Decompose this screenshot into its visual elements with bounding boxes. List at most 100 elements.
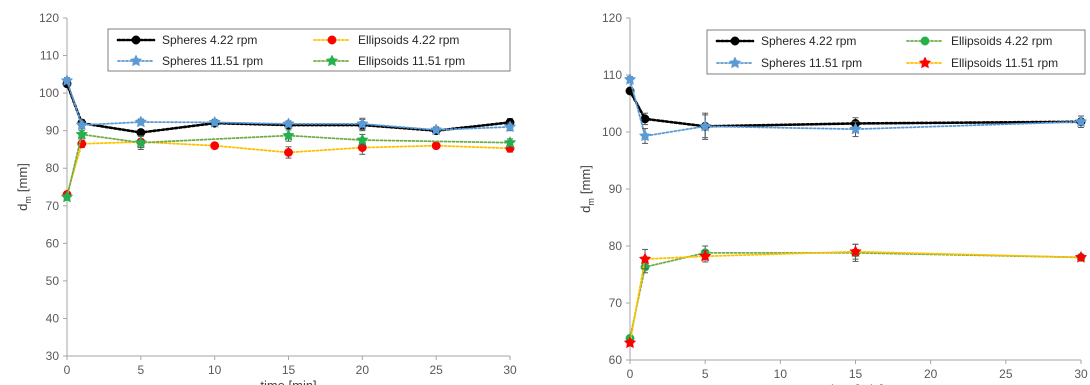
data-point [849, 245, 862, 258]
legend-marker [129, 54, 143, 67]
x-tick-label: 30 [1074, 367, 1088, 381]
x-tick-label: 10 [774, 367, 788, 381]
legend-label: Spheres 4.22 rpm [162, 33, 257, 47]
data-point [503, 136, 517, 148]
series-line [66, 141, 511, 196]
legend-marker [131, 35, 141, 45]
x-axis-label: time [min] [260, 378, 316, 385]
y-axis-label-main: d [578, 206, 593, 213]
data-point [284, 147, 293, 157]
y-tick-label: 110 [603, 68, 622, 82]
legend-marker [918, 56, 932, 69]
x-tick-label: 20 [356, 363, 370, 377]
x-tick-label: 5 [702, 367, 709, 381]
y-tick-label: 40 [46, 311, 60, 325]
series-0 [62, 79, 515, 137]
legend-marker [327, 35, 337, 45]
y-tick-label: 50 [46, 274, 60, 288]
data-point [75, 127, 89, 140]
chart-right: 60 70 80 90 100 110 120 0 5 10 15 20 25 30 time [min] d… [578, 11, 1088, 385]
legend-item: Ellipsoids 11.51 rpm [906, 56, 1058, 70]
x-tick-label: 0 [64, 363, 71, 377]
data-point [623, 72, 637, 85]
y-tick-label: 70 [609, 296, 623, 310]
data-point [60, 190, 74, 203]
data-point [698, 249, 712, 262]
legend: Spheres 4.22 rpm Ellipsoids 4.22 rpm Spher… [107, 28, 511, 72]
series-line [66, 133, 511, 199]
data-point [1074, 250, 1088, 263]
x-tick-label: 25 [429, 363, 443, 377]
y-tick-label: 80 [46, 161, 60, 175]
data-point [282, 117, 295, 130]
legend-marker [920, 36, 930, 46]
series-1 [62, 135, 515, 199]
legend-item: Ellipsoids 4.22 rpm [906, 34, 1052, 48]
x-tick-label: 15 [282, 363, 296, 377]
data-point [1074, 115, 1088, 128]
x-tick-label: 0 [627, 367, 634, 381]
legend-label: Ellipsoids 4.22 rpm [358, 33, 459, 47]
x-tick-label: 25 [999, 367, 1013, 381]
data-point [503, 120, 517, 133]
legend-item: Ellipsoids 11.51 rpm [313, 54, 465, 68]
legend-box [107, 28, 511, 72]
y-tick-label: 110 [40, 49, 59, 63]
y-tick-label: 30 [46, 349, 60, 363]
y-tick-label: 100 [602, 125, 622, 139]
legend-marker [325, 54, 339, 67]
chart-left: 30 40 50 60 70 80 90 100 110 120 0 5 10 15 20 25 30 time … [15, 11, 517, 385]
data-point [356, 133, 369, 146]
legend-item: Spheres 4.22 rpm [116, 33, 257, 47]
series-3 [623, 243, 1088, 349]
series-line [629, 250, 1082, 344]
y-tick-label: 120 [602, 11, 622, 25]
y-tick-label: 70 [46, 199, 60, 213]
legend-label: Ellipsoids 11.51 rpm [358, 54, 465, 68]
data-point [282, 128, 295, 141]
series-3 [60, 127, 517, 203]
data-point [429, 123, 443, 136]
data-point [431, 141, 441, 151]
y-axis-label-unit: [mm] [578, 165, 593, 194]
y-tick-label: 90 [46, 124, 60, 138]
data-point [849, 122, 862, 135]
y-tick-label: 100 [39, 86, 59, 100]
legend-label: Ellipsoids 11.51 rpm [951, 56, 1058, 70]
data-point [134, 115, 148, 128]
y-axis-label: dm [mm] [15, 163, 33, 211]
y-tick-label: 60 [609, 353, 623, 367]
data-point [356, 117, 369, 130]
y-axis-label-subscript: m [23, 196, 33, 204]
data-point [638, 129, 652, 142]
y-axis-label-unit: [mm] [15, 163, 30, 192]
y-axis-label: dm [mm] [578, 165, 596, 213]
y-tick-label: 120 [39, 11, 59, 25]
legend-label: Spheres 4.22 rpm [761, 34, 856, 48]
legend-label: Ellipsoids 4.22 rpm [951, 34, 1052, 48]
legend-box [706, 29, 1086, 75]
x-tick-label: 15 [849, 367, 863, 381]
x-axis-label: time [min] [827, 382, 883, 385]
x-tick-label: 30 [503, 363, 517, 377]
data-point [698, 119, 712, 132]
data-point [60, 74, 74, 87]
y-axis-label-subscript: m [586, 198, 596, 206]
legend-marker [730, 36, 740, 46]
legend-label: Spheres 11.51 rpm [162, 54, 263, 68]
legend: Spheres 4.22 rpm Ellipsoids 4.22 rpm Spher… [706, 29, 1086, 75]
data-point [623, 336, 637, 349]
series-line [66, 79, 511, 131]
data-point [638, 252, 652, 265]
legend-item: Ellipsoids 4.22 rpm [313, 33, 459, 47]
legend-item: Spheres 11.51 rpm [117, 54, 263, 68]
series-line [629, 251, 1082, 340]
x-tick-label: 5 [137, 363, 144, 377]
data-point [208, 115, 221, 128]
legend-item: Spheres 4.22 rpm [715, 34, 856, 48]
x-tick-label: 10 [208, 363, 222, 377]
y-tick-label: 60 [46, 236, 60, 250]
y-tick-label: 90 [609, 182, 623, 196]
data-point [210, 141, 220, 151]
